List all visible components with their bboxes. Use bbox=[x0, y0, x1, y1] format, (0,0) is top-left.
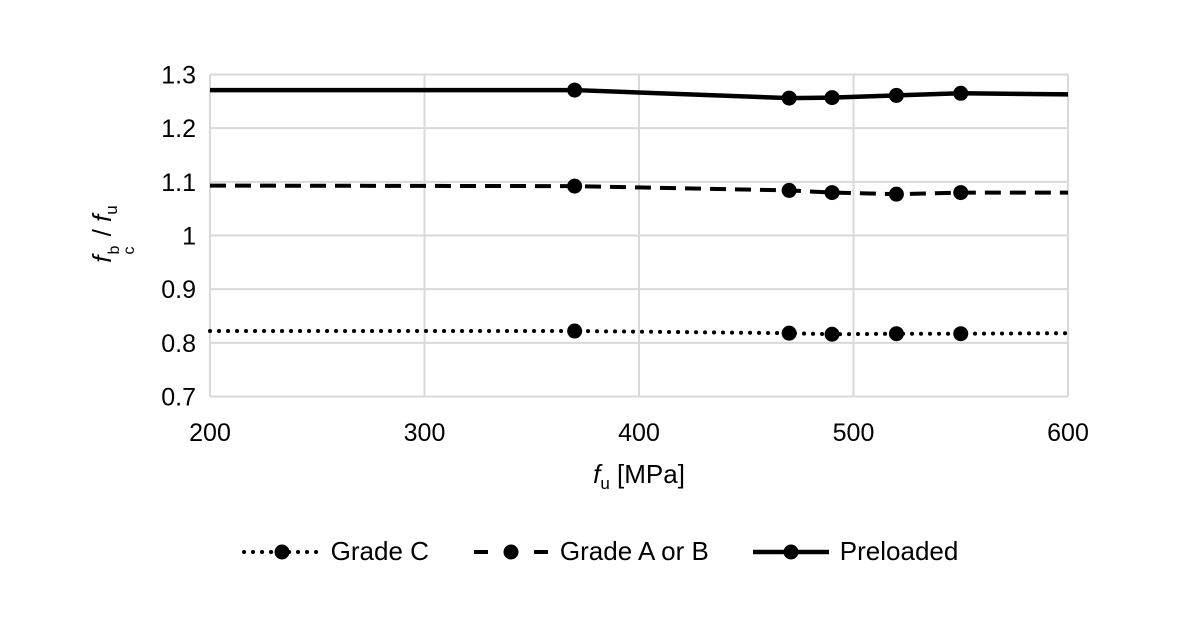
y-axis-subscript-2: u bbox=[102, 205, 121, 215]
data-point-marker-grade-c bbox=[781, 325, 797, 341]
legend-sample-dashed-icon bbox=[473, 544, 548, 559]
data-point-marker-grade-c bbox=[953, 326, 969, 342]
y-tick-label: 1 bbox=[182, 223, 196, 251]
legend-item-grade-c: Grade C bbox=[241, 536, 429, 567]
legend-sample-solid-icon bbox=[752, 544, 829, 559]
x-axis-unit: [MPa] bbox=[609, 459, 685, 489]
x-tick-label: 500 bbox=[833, 419, 875, 447]
y-tick-label: 1.1 bbox=[161, 169, 196, 197]
y-axis-symbol: f bbox=[86, 255, 117, 263]
legend-label: Grade C bbox=[330, 536, 429, 566]
x-axis-subscript: u bbox=[600, 474, 610, 494]
data-point-marker-grade-a-or-b bbox=[781, 182, 797, 198]
data-point-marker-preloaded bbox=[824, 90, 840, 106]
y-tick-label: 0.9 bbox=[161, 276, 196, 304]
x-tick-label: 200 bbox=[189, 419, 231, 447]
x-tick-label: 300 bbox=[404, 419, 446, 447]
data-point-marker-grade-a-or-b bbox=[953, 185, 969, 201]
y-tick-label: 0.7 bbox=[161, 384, 196, 412]
legend-label: Grade A or B bbox=[559, 536, 709, 566]
y-axis-separator: / bbox=[86, 221, 117, 244]
legend-marker bbox=[783, 544, 799, 559]
data-point-marker-grade-c bbox=[567, 323, 583, 339]
x-tick-label: 400 bbox=[618, 419, 660, 447]
data-point-marker-grade-c bbox=[824, 326, 840, 342]
chart-legend: Grade C Grade A or B Preloaded bbox=[0, 536, 1200, 567]
legend-item-grade-a-or-b: Grade A or B bbox=[471, 536, 709, 567]
legend-label: Preloaded bbox=[839, 536, 959, 566]
data-point-marker-grade-a-or-b bbox=[824, 185, 840, 201]
y-axis-symbol-2: f bbox=[86, 214, 117, 222]
legend-marker bbox=[274, 544, 290, 559]
x-axis-title: fu [MPa] bbox=[210, 459, 1068, 494]
y-axis-superscript: b bbox=[105, 245, 123, 255]
data-point-marker-preloaded bbox=[781, 90, 797, 106]
y-tick-label: 0.8 bbox=[161, 330, 196, 358]
y-axis-subscript: c bbox=[121, 246, 138, 255]
legend-item-preloaded: Preloaded bbox=[751, 536, 959, 567]
legend-sample-dotted-icon bbox=[241, 544, 322, 559]
y-tick-label: 1.2 bbox=[161, 115, 196, 143]
data-point-marker-preloaded bbox=[567, 82, 583, 98]
data-point-marker-grade-c bbox=[888, 326, 904, 342]
data-point-marker-preloaded bbox=[888, 87, 904, 103]
x-axis-symbol: f bbox=[593, 459, 601, 489]
data-point-marker-grade-a-or-b bbox=[888, 186, 904, 202]
x-tick-label: 600 bbox=[1047, 419, 1089, 447]
y-tick-label: 1.3 bbox=[161, 62, 196, 90]
data-point-marker-grade-a-or-b bbox=[567, 178, 583, 194]
legend-marker bbox=[503, 544, 519, 559]
data-point-marker-preloaded bbox=[953, 85, 969, 101]
